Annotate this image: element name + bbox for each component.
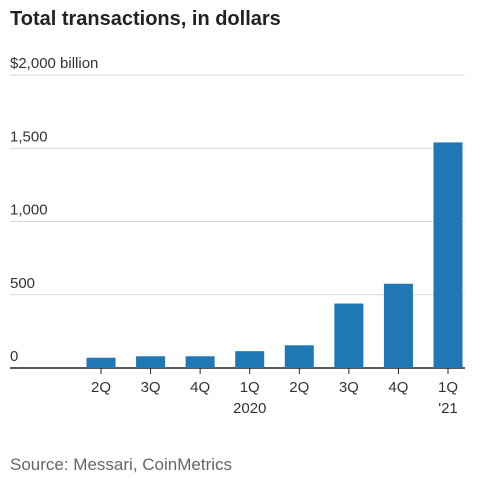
y-tick-label: 1,500	[10, 128, 48, 145]
source-note: Source: Messari, CoinMetrics	[10, 455, 233, 474]
bar	[383, 283, 413, 368]
y-tick-labels: 0 500 1,000 1,500 $2,000 billion	[10, 55, 98, 365]
bar	[86, 357, 116, 368]
x-tick-label: 1Q	[438, 379, 458, 396]
y-tick-label: 1,000	[10, 202, 48, 219]
x-tick-label: 3Q	[141, 379, 161, 396]
y-tick-label: 0	[10, 348, 18, 365]
y-tick-label: $2,000 billion	[10, 55, 98, 72]
x-tick-label: 4Q	[190, 379, 210, 396]
bar	[136, 356, 166, 368]
chart-title: Total transactions, in dollars	[10, 8, 281, 30]
y-tick-label: 500	[10, 275, 35, 292]
bar	[433, 142, 463, 368]
x-tick-label: 3Q	[339, 379, 359, 396]
bar	[185, 356, 215, 368]
x-tick-label: 4Q	[388, 379, 408, 396]
x-tick-label: 2Q	[91, 379, 111, 396]
bar	[235, 351, 265, 368]
bars	[86, 142, 463, 368]
x-tick-label: 2Q	[289, 379, 309, 396]
x-year-label: '21	[438, 400, 458, 417]
x-year-label: 2020	[233, 400, 266, 417]
bar	[284, 345, 314, 368]
x-tick-label: 1Q	[240, 379, 260, 396]
x-tick-labels: 2Q 3Q 4Q 1Q 2020 2Q 3Q 4Q 1Q '21	[91, 368, 458, 417]
bar	[334, 303, 364, 368]
